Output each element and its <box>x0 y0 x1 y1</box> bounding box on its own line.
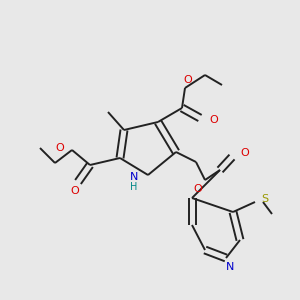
Text: O: O <box>70 186 80 196</box>
Text: O: O <box>209 115 218 125</box>
Text: O: O <box>184 75 192 85</box>
Text: N: N <box>226 262 234 272</box>
Text: H: H <box>130 182 138 192</box>
Text: O: O <box>240 148 249 158</box>
Text: O: O <box>194 184 202 194</box>
Text: O: O <box>55 143 64 153</box>
Text: N: N <box>130 172 138 182</box>
Text: S: S <box>261 194 268 204</box>
